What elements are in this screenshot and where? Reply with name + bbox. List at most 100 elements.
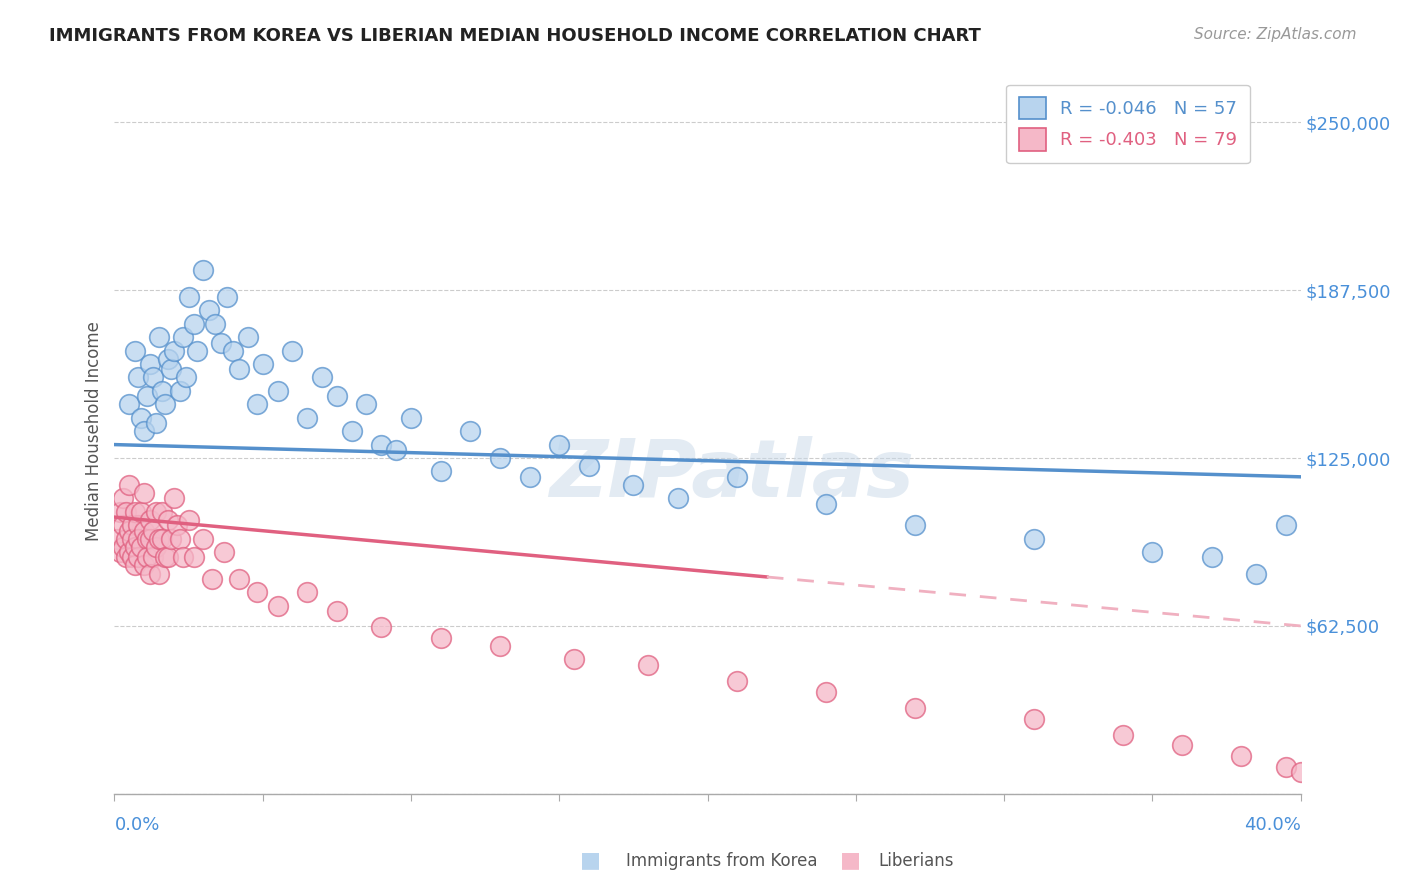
Point	[142, 370, 165, 384]
Point	[136, 550, 159, 565]
Point	[1171, 739, 1194, 753]
Point	[209, 335, 232, 350]
Point	[204, 317, 226, 331]
Point	[429, 465, 451, 479]
Point	[326, 389, 349, 403]
Point	[172, 330, 194, 344]
Point	[124, 540, 146, 554]
Point	[112, 540, 135, 554]
Point	[150, 384, 173, 398]
Point	[132, 424, 155, 438]
Point	[1289, 765, 1312, 780]
Point	[217, 290, 239, 304]
Point	[489, 450, 512, 465]
Point	[1364, 781, 1386, 796]
Point	[145, 416, 167, 430]
Point	[186, 343, 208, 358]
Point	[183, 550, 205, 565]
Point	[159, 532, 181, 546]
Point	[1393, 785, 1406, 799]
Point	[169, 532, 191, 546]
Point	[132, 524, 155, 538]
Text: IMMIGRANTS FROM KOREA VS LIBERIAN MEDIAN HOUSEHOLD INCOME CORRELATION CHART: IMMIGRANTS FROM KOREA VS LIBERIAN MEDIAN…	[49, 27, 981, 45]
Point	[153, 550, 176, 565]
Point	[121, 532, 143, 546]
Point	[156, 550, 179, 565]
Point	[1201, 550, 1223, 565]
Point	[1334, 776, 1357, 790]
Point	[193, 263, 215, 277]
Point	[295, 585, 318, 599]
Point	[121, 550, 143, 565]
Point	[118, 545, 141, 559]
Text: Liberians: Liberians	[879, 852, 955, 870]
Point	[139, 357, 162, 371]
Point	[198, 303, 221, 318]
Text: Source: ZipAtlas.com: Source: ZipAtlas.com	[1194, 27, 1357, 42]
Point	[385, 442, 408, 457]
Point	[127, 370, 149, 384]
Point	[127, 550, 149, 565]
Point	[148, 532, 170, 546]
Point	[246, 585, 269, 599]
Point	[156, 513, 179, 527]
Point	[127, 532, 149, 546]
Point	[266, 599, 288, 613]
Point	[281, 343, 304, 358]
Point	[153, 397, 176, 411]
Point	[127, 518, 149, 533]
Point	[183, 317, 205, 331]
Point	[124, 558, 146, 573]
Point	[236, 330, 259, 344]
Point	[174, 370, 197, 384]
Point	[129, 505, 152, 519]
Point	[112, 491, 135, 506]
Point	[1348, 779, 1371, 793]
Point	[148, 566, 170, 581]
Point	[145, 505, 167, 519]
Point	[142, 550, 165, 565]
Point	[621, 478, 644, 492]
Point	[139, 532, 162, 546]
Point	[1142, 545, 1164, 559]
Point	[124, 343, 146, 358]
Point	[666, 491, 689, 506]
Point	[136, 389, 159, 403]
Point	[156, 351, 179, 366]
Text: ZIPatlas: ZIPatlas	[548, 435, 914, 514]
Point	[193, 532, 215, 546]
Point	[370, 437, 392, 451]
Point	[725, 673, 748, 688]
Point	[1275, 760, 1298, 774]
Point	[115, 532, 138, 546]
Point	[150, 505, 173, 519]
Point	[129, 540, 152, 554]
Point	[246, 397, 269, 411]
Point	[112, 518, 135, 533]
Point	[228, 572, 250, 586]
Point	[115, 550, 138, 565]
Point	[124, 505, 146, 519]
Point	[118, 478, 141, 492]
Point	[1244, 566, 1267, 581]
Point	[548, 437, 571, 451]
Point	[1319, 773, 1341, 788]
Text: Immigrants from Korea: Immigrants from Korea	[626, 852, 817, 870]
Point	[132, 486, 155, 500]
Point	[1305, 771, 1327, 785]
Y-axis label: Median Household Income: Median Household Income	[86, 321, 103, 541]
Point	[118, 397, 141, 411]
Point	[163, 491, 186, 506]
Point	[637, 657, 659, 672]
Point	[311, 370, 333, 384]
Point	[370, 620, 392, 634]
Point	[904, 518, 927, 533]
Point	[252, 357, 274, 371]
Point	[458, 424, 481, 438]
Point	[110, 545, 132, 559]
Point	[1230, 749, 1253, 764]
Point	[519, 470, 541, 484]
Point	[1275, 518, 1298, 533]
Point	[1022, 712, 1045, 726]
Point	[815, 497, 838, 511]
